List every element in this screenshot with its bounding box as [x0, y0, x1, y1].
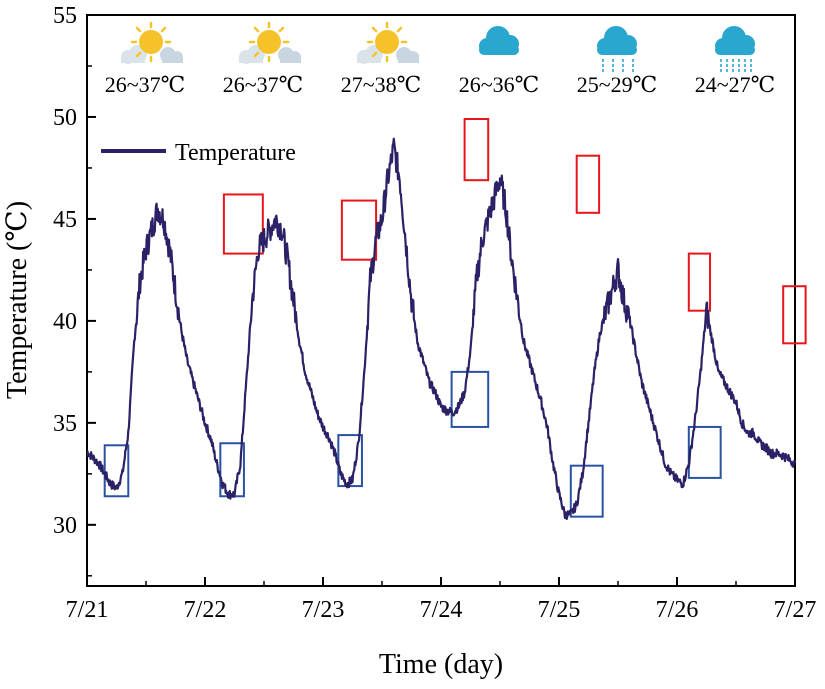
y-tick-label: 40 — [53, 309, 77, 335]
moderate-rain-icon — [715, 26, 755, 73]
y-axis-ticks: 30 35 40 45 50 55 — [53, 3, 96, 577]
weather-temperature-range: 27~38℃ — [341, 72, 422, 97]
x-axis-title: Time (day) — [379, 649, 503, 680]
sunny-partly-cloudy-icon — [355, 21, 421, 66]
legend-label-temperature: Temperature — [175, 140, 296, 166]
x-tick-label: 7/24 — [420, 597, 463, 623]
weather-temperature-range: 26~37℃ — [105, 72, 186, 97]
weather-temperature-range: 26~36℃ — [459, 72, 540, 97]
y-tick-label: 50 — [53, 105, 77, 131]
trough-highlight-box — [103, 444, 130, 498]
x-tick-label: 7/21 — [66, 597, 109, 623]
weather-temperature-range: 26~37℃ — [223, 72, 304, 97]
peak-highlight-box — [575, 154, 601, 214]
trough-highlight-box — [569, 464, 604, 518]
legend: Temperature — [101, 140, 296, 166]
series-layer — [86, 137, 797, 521]
x-tick-label: 7/23 — [302, 597, 345, 623]
y-tick-label: 45 — [53, 207, 77, 233]
peak-highlight-box — [340, 199, 378, 261]
peak-highlight-box — [222, 193, 264, 255]
series-line-temperature — [86, 137, 797, 521]
y-axis-title: Temperature (℃) — [2, 201, 33, 399]
trough-highlight-box — [450, 370, 490, 428]
peak-highlight-box — [687, 252, 712, 312]
x-tick-label: 7/26 — [656, 597, 699, 623]
light-rain-icon — [597, 26, 637, 73]
x-tick-label: 7/25 — [538, 597, 581, 623]
x-tick-label: 7/27 — [774, 597, 817, 623]
x-axis-ticks: 7/21 7/22 7/23 7/24 7/25 7/26 7/27 — [66, 577, 817, 623]
trough-highlight-box — [687, 425, 722, 479]
peak-highlight-box — [782, 285, 807, 345]
y-tick-label: 30 — [53, 513, 77, 539]
peak-highlight-box — [463, 118, 490, 182]
weather-temperature-range: 25~29℃ — [577, 72, 658, 97]
sunny-partly-cloudy-icon — [119, 21, 185, 66]
weather-temperature-range: 24~27℃ — [695, 72, 776, 97]
weather-forecast-row: 26~37℃ 26~37℃ 27~38℃ 26~36℃ 25~29℃ 24~27℃ — [105, 21, 776, 97]
highlight-boxes — [103, 118, 807, 518]
y-tick-label: 35 — [53, 411, 77, 437]
y-tick-label: 55 — [53, 3, 77, 29]
cloudy-icon — [479, 26, 519, 55]
x-tick-label: 7/22 — [184, 597, 227, 623]
sunny-partly-cloudy-icon — [237, 21, 303, 66]
